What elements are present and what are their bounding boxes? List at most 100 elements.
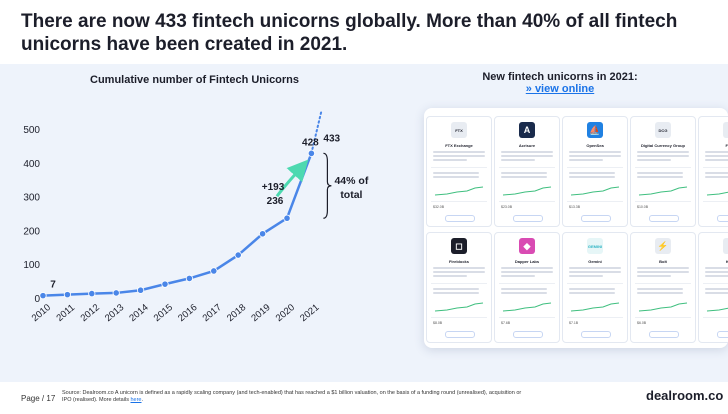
- brace-label-line2: total: [340, 189, 362, 201]
- card-divider: [703, 201, 728, 202]
- company-card[interactable]: FTX FTX Exchange $32.0B: [426, 116, 492, 227]
- card-action-button[interactable]: [581, 215, 611, 222]
- data-point: [283, 214, 291, 222]
- chart-title: Cumulative number of Fintech Unicorns: [90, 74, 300, 86]
- company-description-line: [705, 159, 728, 161]
- company-card[interactable]: ⛵ OpenSea $13.3B: [562, 116, 628, 227]
- company-card[interactable]: ⚡ Bolt $6.0B: [630, 232, 696, 343]
- card-divider: [567, 167, 623, 168]
- card-divider: [567, 283, 623, 284]
- card-action-button[interactable]: [513, 331, 543, 338]
- valuation-sparkline: [434, 302, 484, 312]
- x-axis: 2010 2011 2012 2013 2014 2015 2016 2017 2018 2019…: [30, 302, 322, 324]
- company-valuation: $7.6B: [501, 321, 511, 325]
- company-card[interactable]: Firebl: [698, 116, 728, 227]
- y-tick-label: 500: [23, 125, 40, 136]
- brace-label-line1: 44% of: [334, 175, 368, 187]
- company-meta-line: [433, 288, 479, 290]
- company-description-line: [705, 267, 728, 269]
- data-label-2021: 428: [302, 137, 319, 148]
- card-divider: [499, 167, 555, 168]
- card-action-button[interactable]: [513, 215, 543, 222]
- x-tick-label: 2011: [54, 302, 77, 324]
- source-text: Source: Dealroom.co A unicorn is defined…: [62, 390, 522, 403]
- company-valuation: $32.0B: [433, 205, 445, 209]
- company-card[interactable]: ◻ Fireblocks $8.0B: [426, 232, 492, 343]
- card-divider: [635, 317, 691, 318]
- company-meta-line: [501, 172, 547, 174]
- data-point: [63, 291, 72, 299]
- company-description-line: [637, 159, 671, 161]
- company-valuation: $13.3B: [569, 205, 581, 209]
- company-meta-line: [433, 292, 479, 294]
- company-description-line: [637, 155, 689, 157]
- series-line: [42, 152, 313, 297]
- data-point: [307, 149, 315, 157]
- valuation-sparkline: [434, 186, 484, 196]
- delta-label: +193: [262, 182, 285, 193]
- card-divider: [703, 167, 728, 168]
- card-action-button[interactable]: [649, 331, 679, 338]
- company-logo: [723, 122, 728, 138]
- card-action-button[interactable]: [581, 331, 611, 338]
- company-description-line: [501, 271, 553, 273]
- card-divider: [431, 167, 487, 168]
- x-tick-label: 2018: [225, 302, 248, 324]
- company-name: Gemini: [588, 259, 602, 264]
- y-tick-label: 300: [23, 193, 40, 204]
- company-logo: GEMINI: [587, 238, 603, 254]
- data-label-projected: 433: [323, 134, 340, 145]
- company-name: FTX Exchange: [445, 143, 473, 148]
- company-description-line: [705, 275, 728, 277]
- company-logo: A: [519, 122, 535, 138]
- data-label-2010: 7: [50, 280, 56, 291]
- percentage-brace: [323, 152, 332, 219]
- company-description-line: [569, 155, 621, 157]
- valuation-sparkline: [638, 186, 688, 196]
- company-meta-line: [433, 176, 479, 178]
- x-tick-label: 2020: [274, 302, 297, 324]
- company-name: Digital Currency Group: [640, 143, 685, 148]
- company-valuation: $7.1B: [569, 321, 579, 325]
- x-tick-label: 2021: [298, 302, 321, 324]
- data-point: [258, 230, 267, 238]
- data-point: [185, 274, 193, 282]
- valuation-sparkline: [706, 191, 728, 196]
- company-card[interactable]: ◆ Dapper Labs $7.6B: [494, 232, 560, 343]
- company-description-line: [637, 275, 671, 277]
- valuation-sparkline: [502, 186, 552, 196]
- company-logo: ◻: [451, 238, 467, 254]
- y-tick-label: 400: [23, 159, 40, 170]
- valuation-sparkline: [570, 302, 620, 312]
- valuation-sparkline: [638, 302, 688, 312]
- card-divider: [499, 283, 555, 284]
- source-link[interactable]: here: [130, 397, 142, 403]
- company-valuation: $6.0B: [637, 321, 647, 325]
- card-divider: [635, 167, 691, 168]
- company-name: Firebl: [725, 143, 728, 148]
- x-tick-label: 2019: [249, 302, 272, 324]
- source-note: Source: Dealroom.co A unicorn is defined…: [62, 390, 522, 403]
- card-divider: [703, 283, 728, 284]
- view-online-link[interactable]: » view online: [525, 83, 595, 95]
- card-action-button[interactable]: [649, 215, 679, 222]
- card-action-button[interactable]: [445, 331, 475, 338]
- card-divider: [431, 201, 487, 202]
- company-meta-line: [501, 176, 547, 178]
- company-name: OpenSea: [586, 143, 604, 148]
- company-description-line: [705, 151, 728, 153]
- company-card[interactable]: A Acrisure $23.0B: [494, 116, 560, 227]
- company-card[interactable]: Klarn: [698, 232, 728, 343]
- card-action-button[interactable]: [717, 215, 728, 222]
- company-description-line: [569, 159, 603, 161]
- company-card[interactable]: DCG Digital Currency Group $10.0B: [630, 116, 696, 227]
- page-count: / 17: [41, 394, 56, 403]
- card-action-button[interactable]: [445, 215, 475, 222]
- company-description-line: [501, 155, 553, 157]
- company-name: Dapper Labs: [514, 259, 540, 264]
- company-name: Bolt: [659, 259, 667, 264]
- company-card[interactable]: GEMINI Gemini $7.1B: [562, 232, 628, 343]
- card-action-button[interactable]: [717, 331, 728, 338]
- card-divider: [499, 317, 555, 318]
- valuation-sparkline: [502, 302, 552, 312]
